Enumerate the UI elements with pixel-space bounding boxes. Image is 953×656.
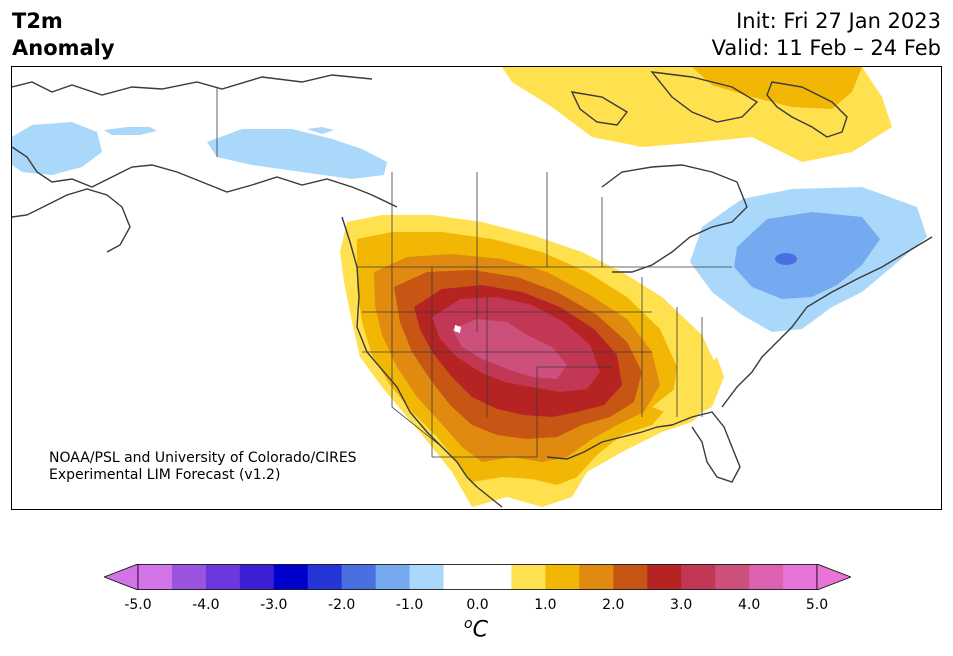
unit-superscript: o [464,616,473,632]
colorbar-segment [138,564,173,590]
cold-anomaly-northeast [690,187,927,332]
colorbar-segment [647,564,682,590]
colorbar-over-arrow [816,563,853,591]
colorbar-segment [681,564,716,590]
colorbar-tick-label: -3.0 [260,597,288,613]
title-type: Anomaly [12,36,115,60]
init-date: Init: Fri 27 Jan 2023 [736,9,941,33]
colorbar-tick-label: 4.0 [737,597,761,613]
colorbar-segment [409,564,445,590]
colorbar-ticks: -5.0 -4.0 -3.0 -2.0 -1.0 0.0 1.0 2.0 3.0 4.0 5.0 [0,597,953,617]
colorbar-segment [341,564,377,590]
colorbar-tick-label: 0.0 [466,597,489,613]
colorbar-tick-label: 5.0 [805,597,829,613]
colorbar-tick-label: -2.0 [328,597,356,613]
colorbar-segment [307,564,343,590]
colorbar-segment [545,564,580,590]
colorbar-segment [273,564,309,590]
warm-anomaly-central [340,215,717,507]
cold-anomaly-northwest [12,122,387,179]
colorbar [102,563,853,591]
title-variable: T2m [12,9,63,33]
state-borders [216,87,732,458]
colorbar-tick-label: 1.0 [534,597,557,613]
colorbar-unit: oC [464,616,488,642]
colorbar-segment [171,564,207,590]
colorbar-segment [783,564,818,590]
anomaly-map [12,67,933,508]
valid-period: Valid: 11 Feb – 24 Feb [711,36,941,60]
colorbar-segment [511,564,546,590]
colorbar-segment [205,564,241,590]
colorbar-tick-label: -5.0 [124,597,152,613]
credit-line-1: NOAA/PSL and University of Colorado/CIRE… [49,450,357,466]
colorbar-tick-label: 3.0 [670,597,693,613]
colorbar-segment [477,564,512,590]
colorbar-segment [613,564,648,590]
colorbar-segment [239,564,275,590]
colorbar-segment [715,564,750,590]
colorbar-tick-label: -1.0 [395,597,424,613]
colorbar-tick-label: 2.0 [602,597,625,613]
colorbar-segment [375,564,411,590]
coastlines-borders [12,71,933,508]
colorbar-segment [443,564,478,590]
colorbar-svg [102,563,853,591]
colorbar-tick-label: -4.0 [192,597,220,613]
colorbar-segment [749,564,784,590]
map-panel [11,66,942,510]
credit-line-2: Experimental LIM Forecast (v1.2) [49,467,281,483]
colorbar-under-arrow [102,563,139,591]
map-title: T2m Anomaly [12,8,115,62]
credit-text: NOAA/PSL and University of Colorado/CIRE… [49,450,357,484]
warm-anomaly-southeast [652,357,724,417]
colorbar-segment [579,564,614,590]
forecast-dates: Init: Fri 27 Jan 2023 Valid: 11 Feb – 24… [712,8,941,62]
unit-letter: C [472,617,488,643]
